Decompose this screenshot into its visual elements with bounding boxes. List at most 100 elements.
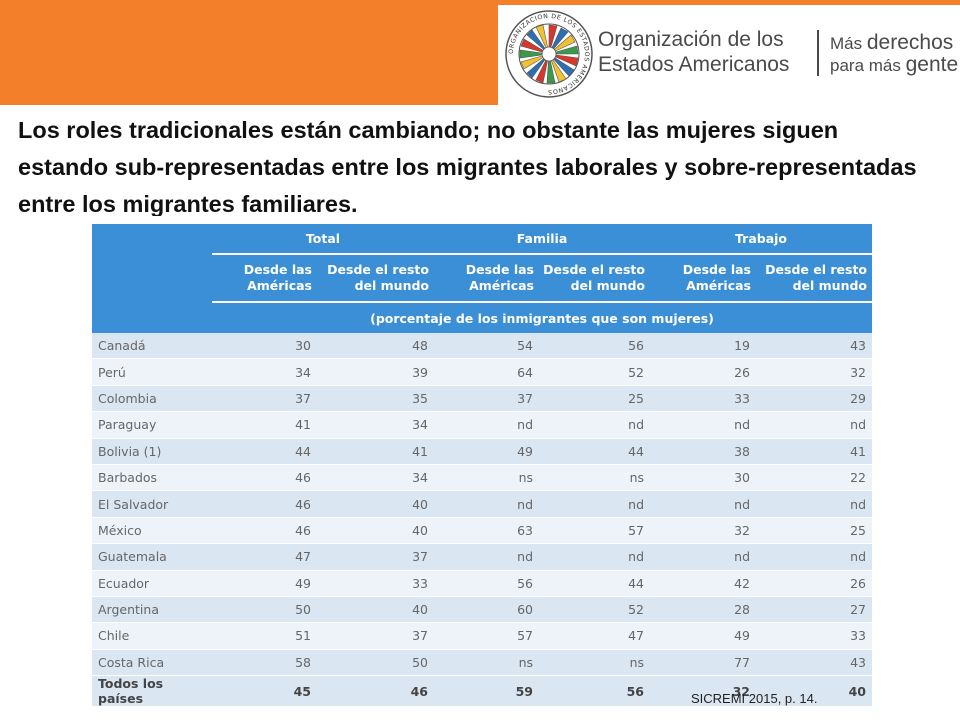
value-cell: 37 [317, 543, 434, 571]
total-value-cell: 40 [756, 675, 873, 708]
value-cell: 49 [650, 622, 756, 650]
value-cell: 37 [212, 385, 317, 413]
table-row: México 46 40 63 57 32 25 [92, 517, 873, 545]
value-cell: 26 [756, 570, 873, 597]
value-cell: 43 [756, 333, 873, 360]
migration-table: Total Familia Trabajo Desde las Américas … [92, 224, 873, 708]
country-cell: Guatemala [92, 543, 212, 571]
subheader: Desde el resto del mundo [756, 254, 873, 302]
slogan-word: Más [830, 34, 863, 53]
subheader: Desde el resto del mundo [539, 254, 650, 302]
value-cell: ns [539, 464, 650, 492]
country-cell: Barbados [92, 464, 212, 492]
country-cell: Chile [92, 622, 212, 650]
value-cell: 49 [434, 438, 539, 465]
country-cell: Argentina [92, 596, 212, 624]
data-table: Total Familia Trabajo Desde las Américas … [92, 224, 873, 708]
value-cell: nd [756, 490, 873, 518]
value-cell: 40 [317, 596, 434, 624]
value-cell: 52 [539, 596, 650, 624]
subheader: Desde las Américas [434, 254, 539, 302]
value-cell: nd [434, 490, 539, 518]
total-value-cell: 56 [539, 675, 650, 708]
value-cell: nd [650, 490, 756, 518]
value-cell: nd [434, 411, 539, 439]
value-cell: 40 [317, 517, 434, 545]
slogan-word: para más [830, 56, 901, 75]
value-cell: 19 [650, 333, 756, 360]
value-cell: 50 [212, 596, 317, 624]
value-cell: nd [756, 543, 873, 571]
value-cell: 41 [756, 438, 873, 465]
value-cell: 29 [756, 385, 873, 413]
value-cell: 22 [756, 464, 873, 492]
value-cell: ns [434, 464, 539, 492]
group-header-total: Total [212, 224, 434, 255]
value-cell: 32 [756, 358, 873, 386]
value-cell: 54 [434, 333, 539, 360]
value-cell: 64 [434, 358, 539, 386]
total-value-cell: 32 [650, 675, 756, 708]
value-cell: 37 [317, 622, 434, 650]
country-cell: Costa Rica [92, 649, 212, 677]
country-cell: Colombia [92, 385, 212, 413]
value-cell: 52 [539, 358, 650, 386]
value-cell: 77 [650, 649, 756, 677]
value-cell: 48 [317, 333, 434, 360]
org-name-line1: Organización de los [598, 28, 784, 51]
total-label: Todos los países [92, 675, 212, 708]
org-name: Organización de los Estados Americanos [598, 27, 789, 77]
country-cell: Ecuador [92, 570, 212, 597]
value-cell: 28 [650, 596, 756, 624]
value-cell: 34 [317, 411, 434, 439]
value-cell: 46 [212, 464, 317, 492]
country-cell: Perú [92, 358, 212, 386]
value-cell: 35 [317, 385, 434, 413]
value-cell: 63 [434, 517, 539, 545]
value-cell: ns [539, 649, 650, 677]
table-corner [92, 224, 212, 333]
value-cell: 38 [650, 438, 756, 465]
value-cell: 41 [212, 411, 317, 439]
value-cell: 56 [539, 333, 650, 360]
value-cell: 44 [539, 438, 650, 465]
slogan-word-big: derechos [866, 31, 954, 54]
logo-divider [817, 30, 819, 76]
value-cell: 27 [756, 596, 873, 624]
value-cell: 37 [434, 385, 539, 413]
value-cell: 43 [756, 649, 873, 677]
value-cell: 32 [650, 517, 756, 545]
unit-note: (porcentaje de los inmigrantes que son m… [212, 301, 873, 333]
value-cell: 46 [212, 517, 317, 545]
table-body: Canadá 30 48 54 56 19 43 Perú 34 39 64 52 26 32 Colomb… [92, 333, 873, 708]
country-cell: Canadá [92, 333, 212, 360]
slide-headline: Los roles tradicionales están cambiando;… [18, 117, 917, 216]
table-row: Canadá 30 48 54 56 19 43 [92, 333, 873, 360]
value-cell: 25 [539, 385, 650, 413]
group-header-familia: Familia [434, 224, 650, 255]
value-cell: nd [650, 543, 756, 571]
value-cell: 57 [539, 517, 650, 545]
subheader: Desde las Américas [650, 254, 756, 302]
subheader: Desde el resto del mundo [317, 254, 434, 302]
value-cell: 26 [650, 358, 756, 386]
value-cell: 60 [434, 596, 539, 624]
country-cell: Paraguay [92, 411, 212, 439]
value-cell: 56 [434, 570, 539, 597]
source-citation: SICREMI 2015, p. 14. [691, 691, 818, 706]
total-row: Todos los países 45 46 59 56 32 40 [92, 675, 873, 708]
value-cell: 58 [212, 649, 317, 677]
value-cell: nd [539, 543, 650, 571]
total-value-cell: 46 [317, 675, 434, 708]
country-cell: Bolivia (1) [92, 438, 212, 465]
slogan-word-big: gente [905, 53, 959, 76]
value-cell: 46 [212, 490, 317, 518]
value-cell: 44 [212, 438, 317, 465]
value-cell: 41 [317, 438, 434, 465]
value-cell: 25 [756, 517, 873, 545]
value-cell: 51 [212, 622, 317, 650]
total-value-cell: 59 [434, 675, 539, 708]
